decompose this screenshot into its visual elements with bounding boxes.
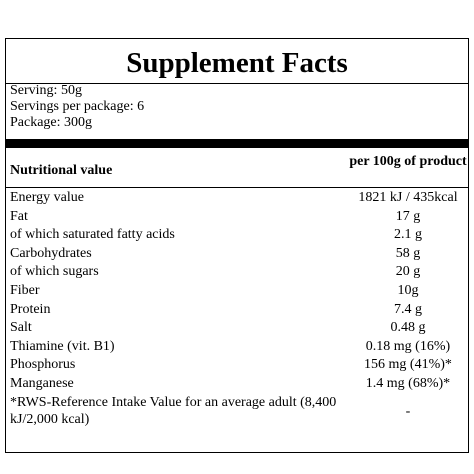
divider xyxy=(6,83,468,84)
serving-line: Package: 300g xyxy=(10,115,93,130)
column-header: Nutritional value xyxy=(10,163,113,178)
nutrient-name: Fat xyxy=(10,208,28,224)
serving-line: Serving: 50g xyxy=(10,83,82,98)
nutrient-name: Fiber xyxy=(10,283,40,298)
nutrient-name: of which sugars xyxy=(10,264,99,280)
nutrient-value: 156 mg (41%)* xyxy=(364,357,452,373)
nutrient-value: 1.4 mg (68%)* xyxy=(365,376,451,391)
nutrient-name: Protein xyxy=(10,301,51,317)
thick-divider xyxy=(6,139,468,148)
nutrient-name: of which saturated fatty acids xyxy=(10,227,175,243)
nutrient-name: Carbohydrates xyxy=(10,245,92,261)
nutrient-value: 0.48 g xyxy=(390,320,426,336)
serving-line: Servings per package: 6 xyxy=(10,99,145,114)
nutrient-value: 20 g xyxy=(395,264,421,280)
nutrient-name: Salt xyxy=(10,320,32,336)
nutrient-name: Manganese xyxy=(10,376,74,391)
nutrient-name: *RWS-Reference Intake Value for an avera… xyxy=(10,394,337,427)
nutrient-value: 7.4 g xyxy=(394,301,422,317)
nutrient-name: Phosphorus xyxy=(10,357,76,373)
nutrient-value: 2.1 g xyxy=(394,227,422,243)
divider xyxy=(6,187,468,188)
nutrient-value: 1821 kJ / 435kcal xyxy=(358,190,458,205)
label-frame xyxy=(5,38,469,453)
nutrient-value: 10g xyxy=(397,283,419,298)
nutrient-name: Energy value xyxy=(10,190,84,205)
nutrient-value: 17 g xyxy=(395,208,421,224)
nutrient-name: Thiamine (vit. B1) xyxy=(10,338,115,354)
title: Supplement Facts xyxy=(126,47,348,79)
nutrient-value: - xyxy=(405,403,411,419)
nutrient-value: 58 g xyxy=(395,245,421,261)
nutrient-value: 0.18 mg (16%) xyxy=(365,338,451,354)
column-header: per 100g of product xyxy=(349,154,467,169)
